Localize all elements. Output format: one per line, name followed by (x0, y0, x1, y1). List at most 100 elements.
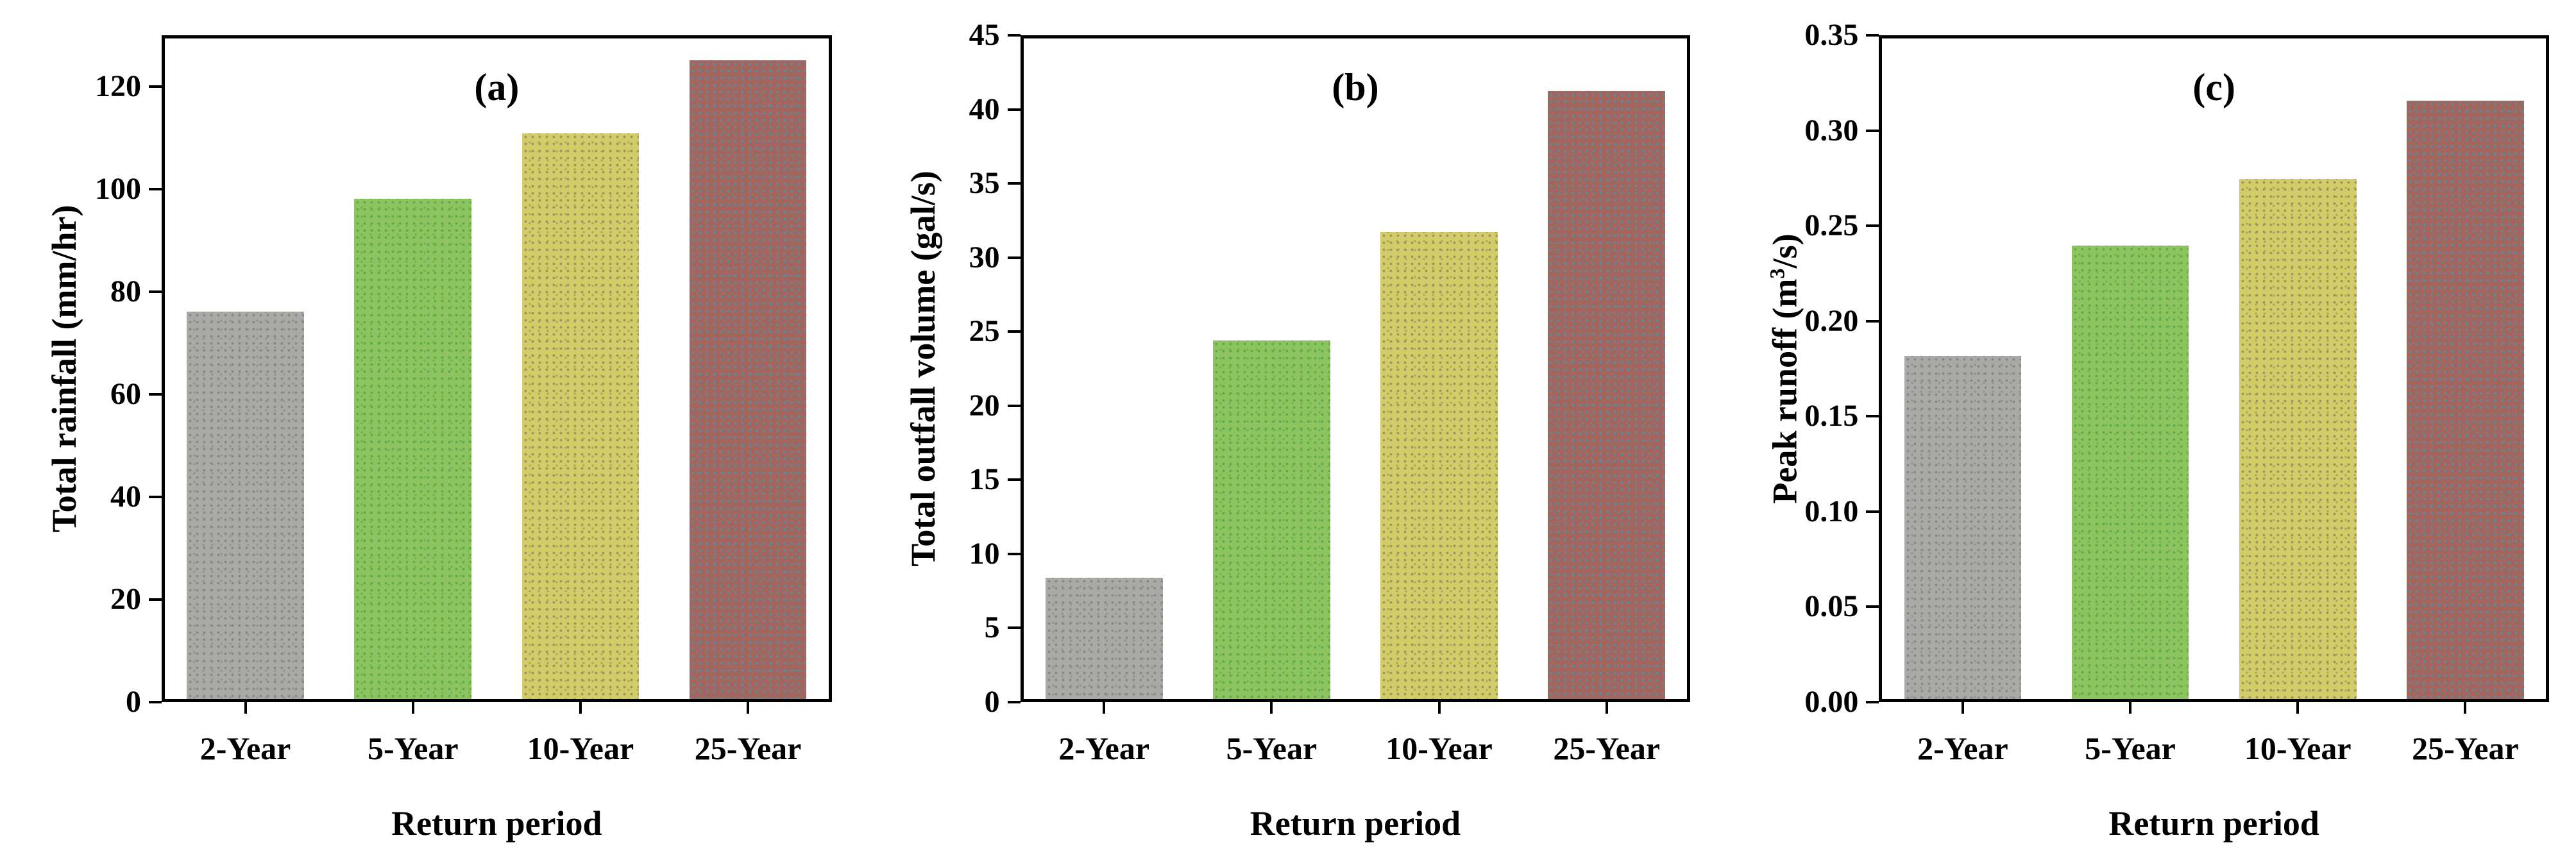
plot-area-b (1020, 35, 1691, 702)
y-tick-mark (149, 496, 162, 498)
x-axis-title: Return period (391, 804, 602, 843)
y-tick-mark (1866, 605, 1879, 609)
y-tick-label: 0 (984, 685, 1000, 719)
bar-10-year (2239, 178, 2357, 699)
y-tick-mark (149, 598, 162, 601)
y-tick-label: 100 (95, 172, 141, 206)
y-tick-mark (1866, 701, 1879, 703)
y-tick-label: 25 (969, 314, 1000, 349)
y-axis-title: Peak runoff (m3/s) (1758, 233, 1806, 503)
y-tick-label: 0.30 (1804, 113, 1859, 147)
bar-25-year (1548, 91, 1666, 699)
bar-2-year (187, 312, 304, 699)
x-tick-label-2-year: 2-Year (199, 730, 291, 766)
y-tick-label: 15 (969, 462, 1000, 497)
y-tick-mark (1866, 415, 1879, 418)
y-tick-mark (149, 290, 162, 293)
y-tick-mark (1007, 478, 1021, 482)
x-tick-label-2-year: 2-Year (1058, 730, 1150, 766)
y-tick-mark (1007, 182, 1021, 185)
y-tick-mark (1866, 34, 1879, 37)
x-tick-mark (579, 702, 582, 714)
x-tick-mark (411, 702, 414, 714)
x-tick-mark (1270, 702, 1273, 714)
panel-letter-c: (c) (2192, 66, 2235, 108)
x-tick-mark (1961, 702, 1964, 714)
y-tick-mark (1007, 34, 1021, 37)
figure-panel-b: 0 5 10 15 20 25 30 35 40 45 2-Year 5-Year 10-Year 25-… (859, 0, 1718, 865)
y-tick-mark (149, 701, 162, 703)
bar-10-year (521, 133, 640, 699)
y-tick-label: 0.00 (1804, 685, 1859, 719)
y-tick-mark (149, 393, 162, 396)
y-tick-label: 0.20 (1804, 303, 1859, 338)
bar-25-year (2407, 100, 2524, 699)
bar-5-year (2071, 245, 2189, 699)
x-tick-label-25-year: 25-Year (2412, 730, 2519, 766)
figure-panel-c: 0.00 0.05 0.10 0.15 0.20 0.25 0.30 0.35 2-Year 5-… (1717, 0, 2576, 865)
y-tick-mark (1007, 108, 1021, 111)
x-tick-mark (1103, 702, 1106, 714)
y-tick-mark (1007, 552, 1021, 555)
bar-2-year (1045, 577, 1163, 699)
y-tick-label: 0.15 (1804, 399, 1859, 433)
figure-panel-a: 0 20 40 60 80 100 120 2-Year 5-Year 10-Year 25-Yea… (0, 0, 859, 865)
y-tick-label: 0.05 (1804, 589, 1859, 624)
y-tick-mark (1866, 510, 1879, 513)
y-tick-label: 60 (110, 377, 141, 411)
y-tick-label: 5 (984, 610, 1000, 645)
x-tick-mark (1605, 702, 1608, 714)
x-tick-mark (244, 702, 247, 714)
y-tick-label: 120 (95, 69, 141, 103)
bar-5-year (354, 199, 472, 699)
y-tick-mark (149, 188, 162, 190)
y-tick-label: 30 (969, 240, 1000, 274)
y-tick-mark (149, 85, 162, 88)
y-axis-title-superscript: 3 (1766, 268, 1790, 279)
x-tick-label-10-year: 10-Year (527, 730, 634, 766)
x-tick-label-2-year: 2-Year (1917, 730, 2008, 766)
y-tick-mark (1866, 224, 1879, 228)
y-tick-label: 40 (110, 480, 141, 514)
y-axis-title-text: Peak runoff (m (1765, 278, 1804, 504)
bar-5-year (1212, 340, 1330, 699)
y-axis-title-text: /s) (1765, 233, 1804, 269)
y-tick-mark (1007, 256, 1021, 259)
y-tick-label: 35 (969, 166, 1000, 201)
y-tick-label: 20 (110, 582, 141, 616)
y-tick-label: 0.10 (1804, 494, 1859, 528)
x-tick-mark (747, 702, 750, 714)
x-tick-label-25-year: 25-Year (1553, 730, 1661, 766)
x-tick-label-5-year: 5-Year (367, 730, 459, 766)
y-tick-mark (1007, 330, 1021, 333)
x-tick-mark (2296, 702, 2300, 714)
y-tick-mark (1007, 404, 1021, 407)
x-tick-label-5-year: 5-Year (1226, 730, 1318, 766)
x-tick-label-5-year: 5-Year (2085, 730, 2176, 766)
bar-10-year (1380, 232, 1498, 699)
y-tick-label: 0.35 (1804, 18, 1859, 52)
y-tick-label: 20 (969, 388, 1000, 423)
x-tick-mark (2464, 702, 2467, 714)
x-tick-label-25-year: 25-Year (694, 730, 802, 766)
bar-2-year (1904, 356, 2022, 699)
plot-area-c (1879, 35, 2549, 702)
y-tick-mark (1866, 319, 1879, 323)
y-tick-mark (1007, 626, 1021, 630)
y-tick-label: 80 (110, 274, 141, 308)
panel-letter-b: (b) (1332, 66, 1379, 108)
y-axis-title: Total outfall volume (gal/s) (903, 171, 942, 567)
panel-letter-a: (a) (474, 66, 520, 108)
y-tick-label: 0.25 (1804, 208, 1859, 243)
y-tick-label: 10 (969, 536, 1000, 571)
y-tick-label: 0 (126, 685, 141, 719)
y-tick-label: 40 (969, 92, 1000, 126)
x-tick-mark (2129, 702, 2132, 714)
bar-25-year (689, 60, 807, 699)
y-tick-mark (1007, 701, 1021, 703)
plot-area-a (162, 35, 832, 702)
x-axis-title: Return period (2108, 804, 2319, 843)
x-tick-mark (1437, 702, 1441, 714)
x-tick-label-10-year: 10-Year (1385, 730, 1493, 766)
